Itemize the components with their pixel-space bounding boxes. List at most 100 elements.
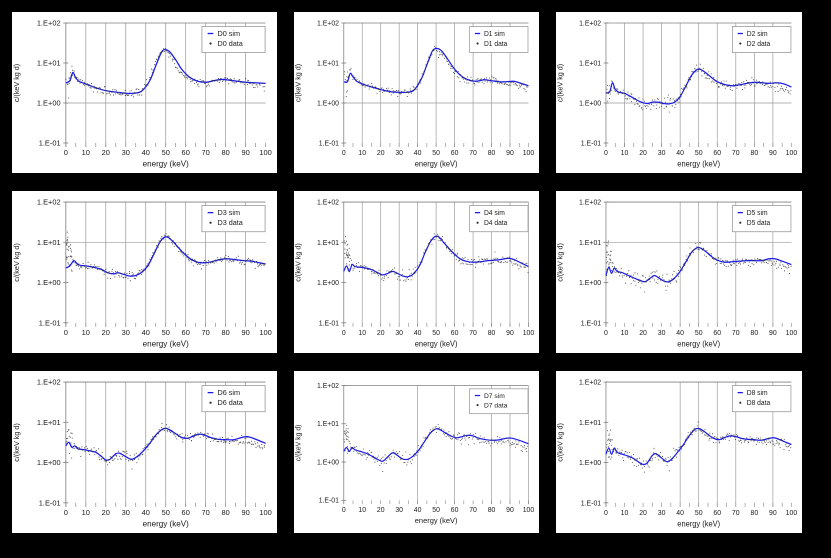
x-tick-label: 30	[122, 508, 130, 517]
x-tick-label: 60	[713, 329, 721, 337]
x-tick-label: 70	[732, 509, 740, 517]
y-tick-label: 1.E+01	[37, 418, 61, 427]
x-tick-label: 70	[469, 330, 477, 337]
sim-line	[343, 47, 529, 94]
y-tick-label: 1.E+01	[317, 240, 339, 247]
panel-d2: 1.E+02 1.E+01 1.E+00 1.E-01 0 10 20 30 40 50 60 70 8…	[556, 12, 802, 173]
x-tick-label: 0	[604, 509, 608, 517]
sim-line	[605, 246, 792, 283]
x-tick-label: 30	[122, 328, 130, 337]
legend-data-marker	[739, 42, 742, 45]
y-axis-title: c/(keV kg d)	[557, 243, 565, 282]
panel-d8: 1.E+02 1.E+01 1.E+00 1.E-01 0 10 20 30 40 50 60 70 8…	[556, 371, 802, 533]
legend-data-marker	[739, 221, 742, 224]
x-tick-label: 100	[786, 509, 798, 517]
legend-data-label: D1 data	[484, 41, 508, 48]
x-tick-label: 60	[182, 508, 190, 517]
legend-data-marker	[476, 221, 479, 224]
x-tick-label: 40	[676, 329, 684, 337]
x-tick-label: 70	[469, 150, 477, 157]
x-axis-title: energy (keV)	[143, 520, 190, 529]
x-tick-label: 10	[621, 509, 629, 517]
spectrum-plot-d7: 1.E+02 1.E+01 1.E+00 1.E-010 10 20 30 40 50 60 70 8…	[296, 383, 535, 525]
x-tick-label: 70	[202, 508, 210, 517]
x-tick-label: 40	[676, 150, 684, 157]
x-tick-label: 50	[432, 330, 440, 337]
legend-data-label: D0 data	[217, 40, 242, 48]
legend-data-label: D7 data	[484, 402, 508, 409]
legend-sim-label: D7 sim	[484, 393, 505, 400]
x-tick-label: 80	[750, 509, 758, 517]
x-tick-label: 80	[222, 508, 230, 517]
y-tick-label: 1.E+00	[579, 279, 601, 287]
x-tick-label: 100	[259, 508, 271, 517]
x-tick-label: 100	[523, 507, 535, 514]
x-tick-label: 70	[202, 328, 210, 337]
y-tick-label: 1.E+00	[579, 459, 601, 467]
legend-sim-label: D3 sim	[217, 209, 240, 217]
x-tick-label: 50	[432, 507, 440, 514]
x-tick-label: 100	[786, 329, 798, 337]
y-tick-label: 1.E+02	[317, 20, 339, 27]
x-tick-label: 60	[182, 328, 190, 337]
y-tick-label: 1.E-01	[319, 320, 339, 327]
x-tick-label: 30	[395, 330, 403, 337]
x-axis-title: energy (keV)	[415, 516, 458, 525]
x-tick-label: 40	[676, 509, 684, 517]
y-tick-label: 1.E+02	[317, 199, 339, 206]
sim-line	[65, 49, 266, 95]
x-tick-label: 50	[432, 150, 440, 157]
y-axis-title: c/(keV kg d)	[557, 423, 565, 462]
panel-d0: 1.E+02 1.E+01 1.E+00 1.E-01 0 10 20 30 40 50 60 70 8…	[12, 12, 277, 173]
x-tick-label: 40	[142, 508, 150, 517]
x-tick-label: 10	[82, 328, 90, 337]
legend-data-marker	[476, 42, 479, 45]
x-tick-label: 100	[523, 150, 535, 157]
legend-sim-label: D1 sim	[484, 31, 505, 38]
legend-data-marker	[476, 404, 479, 407]
y-axis-title: c/(keV kg d)	[296, 425, 303, 462]
x-tick-label: 60	[451, 507, 459, 514]
x-tick-label: 0	[342, 150, 346, 157]
x-tick-label: 10	[82, 148, 90, 157]
y-tick-label: 1.E-01	[319, 498, 339, 505]
x-tick-label: 90	[506, 150, 514, 157]
x-tick-label: 20	[639, 509, 647, 517]
x-axis-title: energy (keV)	[415, 159, 458, 168]
x-tick-label: 60	[451, 330, 459, 337]
x-axis-title: energy (keV)	[143, 160, 189, 169]
legend-data-label: D4 data	[484, 220, 508, 227]
y-tick-label: 1.E+00	[317, 459, 339, 466]
legend-box	[469, 388, 529, 415]
y-axis-title: c/(keV kg d)	[12, 243, 21, 282]
legend-data-marker	[739, 401, 742, 404]
spectrum-plot-d5: 1.E+02 1.E+01 1.E+00 1.E-010 10 20 30 40 50 60 70 8…	[557, 198, 798, 348]
x-tick-label: 10	[358, 330, 366, 337]
sim-line	[343, 235, 529, 278]
x-tick-label: 0	[342, 330, 346, 337]
y-tick-label: 1.E-01	[39, 498, 61, 507]
x-tick-label: 70	[732, 329, 740, 337]
x-tick-label: 60	[451, 150, 459, 157]
data-points	[65, 231, 266, 282]
spectra-grid: 1.E+02 1.E+01 1.E+00 1.E-01 0 10 20 30 40 50 60 70 8…	[12, 12, 802, 533]
x-tick-label: 20	[102, 328, 110, 337]
x-tick-label: 40	[414, 507, 422, 514]
data-points	[343, 423, 528, 472]
spectrum-plot-d0: 1.E+02 1.E+01 1.E+00 1.E-010 10 20 30 40 50 60 70 8…	[12, 19, 272, 169]
x-tick-label: 100	[259, 328, 271, 337]
y-tick-label: 1.E-01	[39, 139, 61, 148]
y-tick-label: 1.E+01	[579, 60, 601, 67]
y-tick-label: 1.E-01	[581, 499, 601, 507]
legend-box	[201, 385, 266, 413]
x-tick-label: 100	[523, 330, 535, 337]
legend-sim-label: D5 sim	[747, 210, 768, 217]
x-tick-label: 90	[241, 328, 249, 337]
x-tick-label: 30	[658, 329, 666, 337]
x-tick-label: 0	[604, 329, 608, 337]
x-tick-label: 50	[695, 150, 703, 157]
y-axis-title: c/(keV kg d)	[558, 64, 565, 102]
y-tick-label: 1.E+01	[579, 419, 601, 427]
y-tick-label: 1.E-01	[581, 140, 601, 147]
